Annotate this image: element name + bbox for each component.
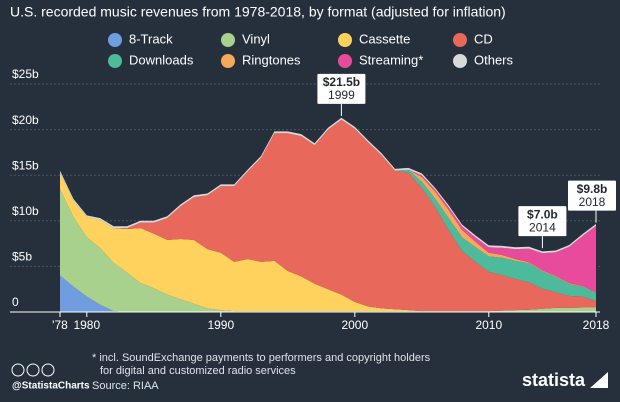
legend-label: Downloads	[129, 52, 194, 67]
cc-icons	[11, 363, 55, 377]
annotation-year: 1999	[328, 88, 355, 102]
y-tick-label: $25b	[12, 67, 39, 81]
brand: statista	[522, 370, 586, 390]
handle: @StatistaCharts	[12, 381, 90, 392]
x-tick-label: 2018	[583, 318, 610, 332]
y-tick-label: $10b	[12, 204, 39, 218]
x-tick-label: 2000	[341, 318, 368, 332]
legend-swatch	[108, 33, 122, 47]
source: Source: RIAA	[92, 380, 159, 392]
legend-label: Others	[474, 52, 514, 67]
legend-label: 8-Track	[129, 31, 173, 46]
annotation-box	[568, 180, 616, 211]
annotation-box	[518, 206, 567, 237]
legend-swatch	[338, 33, 352, 47]
area	[60, 172, 596, 312]
annotation-value: $9.8b	[577, 182, 608, 196]
y-tick-label: $5b	[12, 250, 32, 264]
area	[60, 188, 596, 312]
footnote: * incl. SoundExchange payments to perfor…	[92, 352, 431, 364]
x-tick-label: '78	[52, 318, 68, 332]
annotation-year: 2018	[579, 195, 606, 209]
area	[60, 119, 596, 312]
y-tick-label: $20b	[12, 113, 39, 127]
annotation-year: 2014	[529, 220, 556, 234]
chart-title: U.S. recorded music revenues from 1978-2…	[10, 4, 506, 20]
x-tick-label: 1990	[207, 318, 234, 332]
y-tick-label: 0	[12, 295, 19, 309]
legend-swatch	[221, 54, 235, 68]
footnote: for digital and customized radio service…	[100, 365, 296, 377]
brand-logo	[590, 372, 608, 388]
legend-swatch	[108, 54, 122, 68]
x-tick-label: 1980	[73, 318, 100, 332]
legend-swatch	[453, 33, 467, 47]
legend-swatch	[338, 54, 352, 68]
annotation-value: $21.5b	[323, 75, 360, 89]
legend-label: Ringtones	[242, 52, 301, 67]
legend-swatch	[453, 54, 467, 68]
legend-label: Streaming*	[359, 52, 423, 67]
y-tick-label: $15b	[12, 158, 39, 172]
area	[60, 119, 596, 302]
annotation-value: $7.0b	[527, 207, 558, 221]
legend-label: Cassette	[359, 31, 410, 46]
legend-swatch	[221, 33, 235, 47]
legend-label: Vinyl	[242, 31, 270, 46]
x-tick-label: 2010	[475, 318, 502, 332]
annotation-box	[317, 73, 366, 104]
legend-label: CD	[474, 31, 493, 46]
